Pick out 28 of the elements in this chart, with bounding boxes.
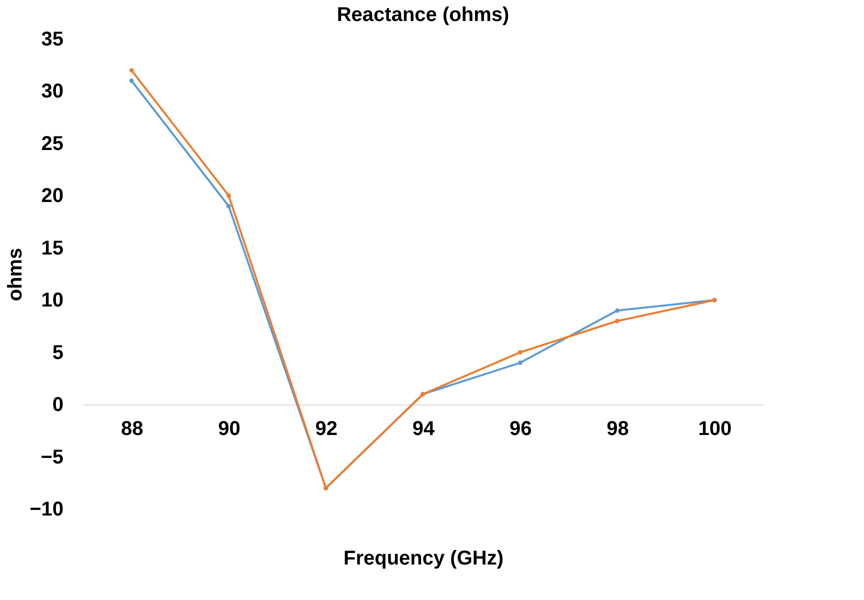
point bbox=[518, 360, 522, 366]
point bbox=[615, 318, 620, 324]
y-tick-label: 20 bbox=[41, 185, 64, 208]
y-tick-label: 0 bbox=[52, 394, 64, 416]
x-tick-label: 100 bbox=[698, 418, 732, 440]
y-tick-label: 15 bbox=[41, 237, 64, 260]
y-tick-label: 10 bbox=[41, 290, 64, 312]
y-tick-label: 30 bbox=[41, 80, 64, 103]
point bbox=[615, 308, 620, 313]
x-tick-label: 90 bbox=[218, 418, 240, 440]
chart-title: Reactance (ohms) bbox=[336, 4, 510, 26]
y-tick-label: 35 bbox=[41, 28, 64, 50]
x-tick-label: 96 bbox=[510, 418, 532, 440]
x-tick-label: 94 bbox=[412, 418, 436, 440]
x-tick-label: 92 bbox=[315, 418, 338, 440]
point bbox=[129, 68, 134, 73]
y-tick-label: 5 bbox=[52, 342, 64, 364]
x-tick-label: 98 bbox=[606, 418, 629, 440]
x-tick-label: 88 bbox=[120, 418, 144, 440]
point bbox=[226, 193, 231, 198]
y-tick-label: −10 bbox=[30, 498, 64, 520]
point bbox=[226, 204, 231, 208]
x-axis-title: Frequency (GHz) bbox=[343, 548, 504, 570]
y-tick-label: 25 bbox=[41, 132, 64, 155]
point bbox=[518, 350, 522, 355]
y-tick-label: −5 bbox=[40, 446, 64, 468]
y-axis-title: ohms bbox=[4, 248, 27, 302]
point bbox=[129, 78, 134, 84]
